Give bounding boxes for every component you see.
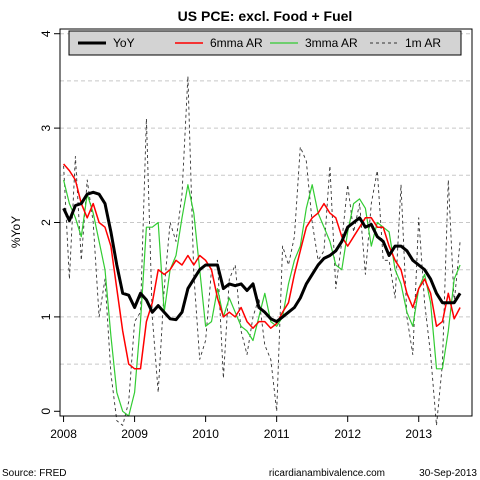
series-line-1m-ar [63,75,461,426]
legend-label-3mma-ar: 3mma AR [305,36,358,50]
series-line-3mma-ar [63,179,461,417]
series-line-6mma-ar [63,163,461,370]
y-tick-label: 2 [39,219,53,226]
footer-source: Source: FRED [2,468,66,479]
x-tick-label: 2011 [264,427,290,441]
legend-label-1m-ar: 1m AR [405,36,441,50]
footer-credit: ricardianambivalence.com [269,468,385,479]
series-layer [62,75,462,426]
y-tick-label: 4 [39,30,53,37]
x-tick-label: 2009 [121,427,148,441]
x-tick-label: 2008 [50,427,77,441]
x-axis: 2008 2009 2010 2011 2012 2013 [50,415,432,441]
y-tick-label: 3 [39,124,53,131]
x-tick-label: 2013 [405,427,432,441]
y-axis: 0 1 2 3 4 [39,30,61,415]
legend-label-yoy: YoY [113,36,135,50]
y-tick-label: 0 [39,408,53,415]
footer-date: 30-Sep-2013 [419,468,477,479]
x-tick-label: 2012 [334,427,361,441]
series-line-yoy [62,190,462,324]
x-tick-label: 2010 [192,427,219,441]
y-tick-label: 1 [39,313,53,320]
legend-label-6mma-ar: 6mma AR [210,36,263,50]
chart-title: US PCE: excl. Food + Fuel [178,8,353,24]
legend: YoY 6mma AR 3mma AR 1m AR [68,30,462,56]
y-axis-label: %YoY [9,216,23,248]
